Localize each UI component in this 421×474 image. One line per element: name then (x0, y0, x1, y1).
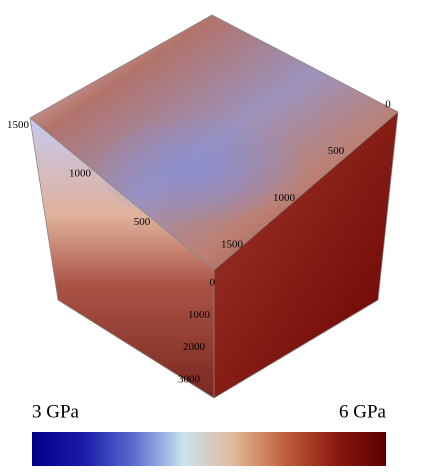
volume (29, 14, 399, 399)
axes: 500 1000 1500 0 500 1000 1500 0 1000 2000 3000 (7, 99, 391, 386)
axis-tick-label: 1500 (221, 238, 244, 250)
axis-tick-label: 3000 (178, 373, 201, 385)
axis-tick-label: 2000 (183, 341, 206, 353)
axis-tick-label: 1000 (273, 192, 296, 204)
axis-tick-label: 0 (210, 277, 216, 289)
axis-tick-label: 1000 (188, 309, 211, 321)
colorbar (32, 432, 386, 466)
axis-tick-label: 500 (134, 216, 151, 228)
axis-tick-label: 500 (328, 145, 345, 157)
colorbar-label: 3 GPa (32, 401, 80, 422)
axis-tick-label: 1500 (7, 119, 30, 131)
colorbar-label: 6 GPa (339, 401, 387, 422)
axis-tick-label: 0 (385, 99, 391, 111)
axis-tick-label: 1000 (69, 168, 92, 180)
